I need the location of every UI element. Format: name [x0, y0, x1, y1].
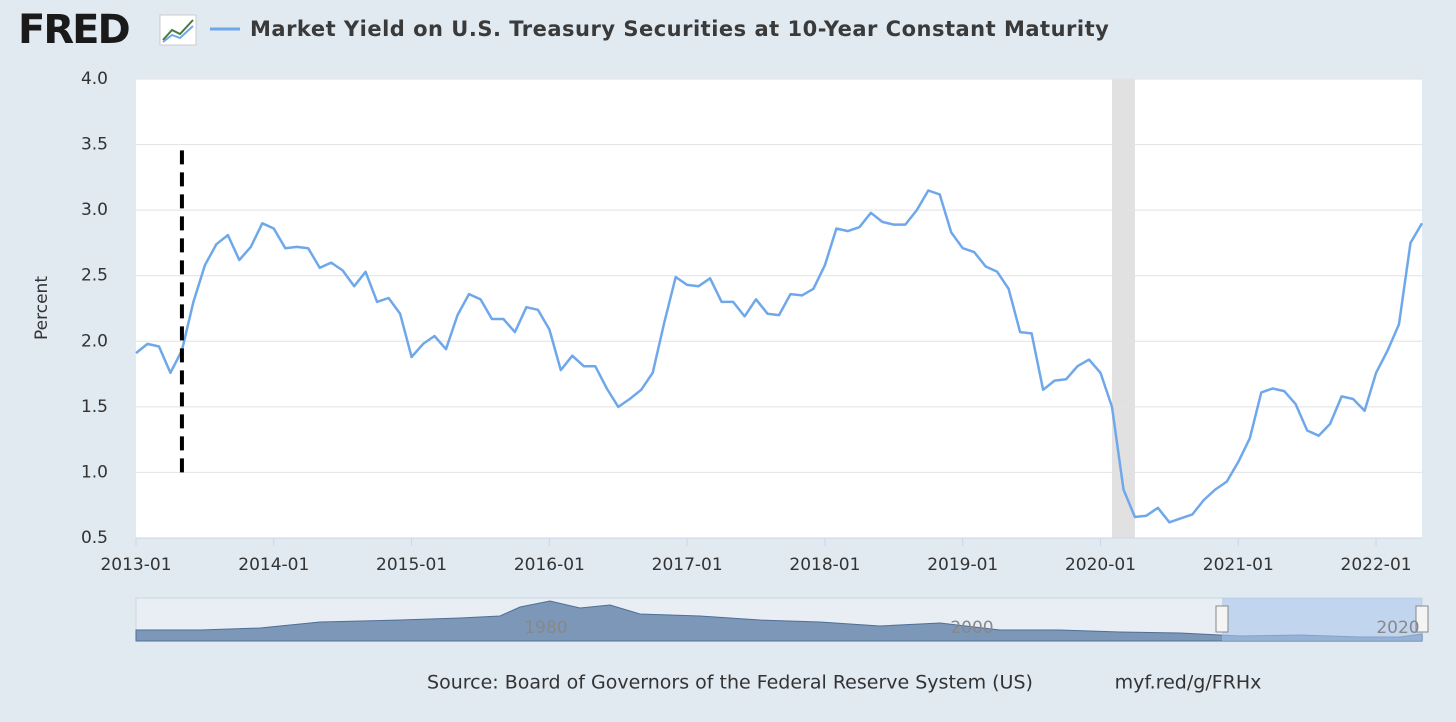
y-tick-label: 2.5 [81, 266, 108, 286]
y-tick-label: 0.5 [81, 528, 108, 548]
navigator [135, 597, 1429, 642]
x-tick-label: 2018-01 [789, 555, 860, 575]
x-tick-label: 2017-01 [652, 555, 723, 575]
x-tick-label: 2014-01 [238, 555, 309, 575]
y-tick-label: 4.0 [81, 69, 108, 89]
x-tick-label: 2019-01 [927, 555, 998, 575]
y-tick-label: 1.5 [81, 397, 108, 417]
navigator-label: 2000 [950, 618, 993, 638]
x-tick-label: 2013-01 [100, 555, 171, 575]
logo-icon [159, 14, 197, 46]
series-line [135, 189, 1424, 524]
plot-area [136, 79, 1422, 538]
logo: FRED [18, 7, 129, 53]
recession-band [1111, 79, 1135, 538]
y-tick-label: 3.5 [81, 135, 108, 155]
x-tick-label: 2021-01 [1203, 555, 1274, 575]
x-tick-label: 2015-01 [376, 555, 447, 575]
navigator-label: 2020 [1376, 618, 1419, 638]
source: Source: Board of Governors of the Federa… [427, 672, 1033, 694]
y-tick-label: 2.0 [81, 331, 108, 351]
x-tick-label: 2020-01 [1065, 555, 1136, 575]
plot [135, 78, 1424, 546]
link[interactable]: myf.red/g/FRHx [1115, 672, 1262, 694]
navigator-label: 1980 [524, 618, 567, 638]
y-tick-label: 1.0 [81, 462, 108, 482]
y-tick-label: 3.0 [81, 200, 108, 220]
x-tick-label: 2022-01 [1341, 555, 1412, 575]
x-tick-label: 2016-01 [514, 555, 585, 575]
legend-title: Market Yield on U.S. Treasury Securities… [250, 17, 1109, 41]
y-axis-label: Percent [32, 276, 52, 340]
